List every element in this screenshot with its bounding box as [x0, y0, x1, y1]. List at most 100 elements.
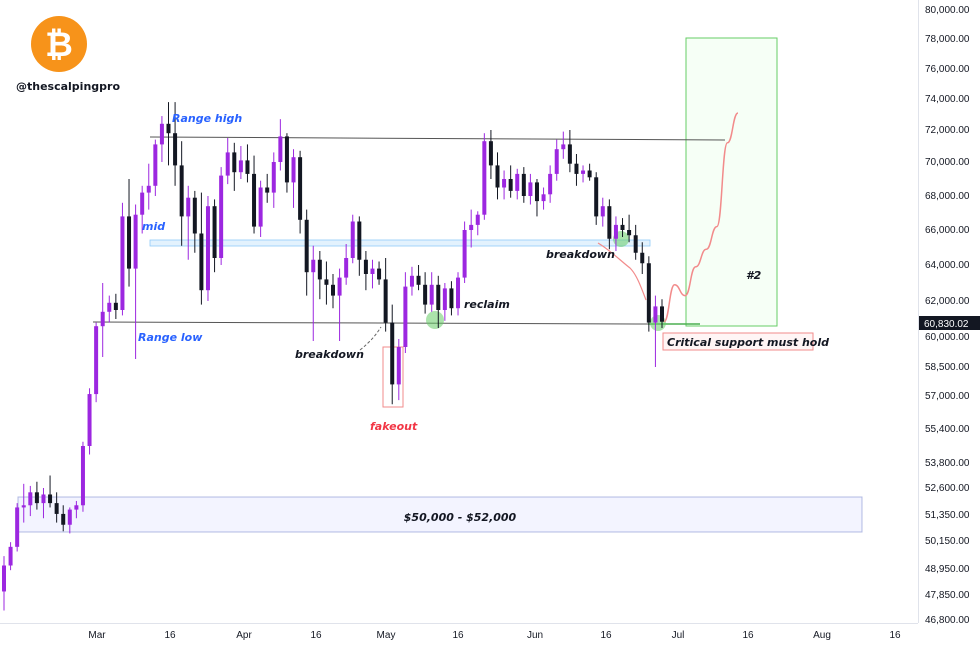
- mid-label: mid: [142, 220, 165, 233]
- critical-box: [662, 332, 814, 351]
- candle-body: [528, 182, 533, 196]
- candle-body: [28, 492, 33, 506]
- candle-body: [238, 160, 243, 173]
- candle-body: [646, 263, 651, 323]
- price-tick-label: 46,800.00: [925, 615, 970, 626]
- candle-body: [113, 302, 118, 310]
- candle-body: [594, 177, 599, 217]
- price-axis-labels: 80,000.00 78,000.00 76,000.00 74,000.00 72,0…: [925, 5, 970, 626]
- price-tick-label: 52,600.00: [925, 483, 970, 494]
- range-low-line: [92, 321, 649, 325]
- candle-body: [396, 347, 401, 385]
- candle-body: [225, 152, 230, 176]
- candle-body: [620, 224, 625, 230]
- candle-body: [205, 206, 210, 291]
- range-high-line: [149, 136, 726, 141]
- price-tick-label: 78,000.00: [925, 34, 970, 45]
- candle-body: [324, 279, 329, 285]
- candle-body: [8, 546, 13, 566]
- reclaim-label: reclaim: [464, 298, 510, 311]
- candle-body: [587, 170, 592, 178]
- bitcoin-logo-icon: ₿: [31, 16, 87, 72]
- current-price-tag: [919, 316, 980, 330]
- candle-body: [252, 173, 257, 227]
- candle-body: [219, 175, 224, 258]
- candle-body: [278, 136, 283, 162]
- price-tick-label: 53,800.00: [925, 458, 970, 469]
- candle-body: [344, 258, 349, 278]
- candle-body: [120, 216, 125, 310]
- candle-body: [94, 326, 99, 395]
- range-high-label: Range high: [172, 112, 242, 125]
- time-tick-label: 16: [452, 630, 464, 641]
- time-tick-label: Jul: [672, 630, 685, 641]
- candle-body: [245, 160, 250, 174]
- price-tick-label: 57,000.00: [925, 391, 970, 402]
- candle-body: [581, 170, 586, 174]
- candle-body: [475, 214, 480, 225]
- candle-body: [409, 275, 414, 287]
- candle-body: [350, 221, 355, 258]
- candle-body: [107, 302, 112, 312]
- candle-body: [34, 492, 39, 504]
- price-tick-label: 70,000.00: [925, 157, 970, 168]
- candle-body: [2, 565, 6, 592]
- time-tick-label: 16: [600, 630, 612, 641]
- candle-body: [436, 284, 441, 310]
- candles-group: [2, 102, 664, 611]
- candle-body: [377, 268, 382, 280]
- price-tick-label: 58,500.00: [925, 362, 970, 373]
- candle-body: [331, 284, 335, 296]
- target-box: [685, 37, 778, 327]
- time-axis-labels: Mar 16 Apr 16 May 16 Jun 16 Jul 16 Aug 16: [88, 630, 901, 641]
- candle-body: [660, 306, 664, 322]
- candle-body: [574, 163, 579, 174]
- price-tick-label: 50,150.00: [925, 536, 970, 547]
- time-tick-label: 16: [742, 630, 754, 641]
- candle-body: [192, 197, 197, 234]
- candle-body: [186, 197, 191, 217]
- candle-body: [15, 507, 20, 547]
- time-tick-label: Aug: [813, 630, 831, 641]
- candle-body: [561, 144, 566, 150]
- candle-body: [449, 288, 454, 309]
- candle-body: [390, 322, 395, 385]
- candle-body: [416, 275, 421, 285]
- handle-text: @thescalpingpro: [16, 80, 120, 93]
- candle-body: [462, 230, 467, 278]
- candle-body: [140, 192, 145, 215]
- time-tick-label: Mar: [88, 630, 106, 641]
- candle-body: [61, 513, 66, 525]
- candle-body: [232, 152, 237, 173]
- candle-body: [607, 206, 612, 239]
- candle-body: [363, 259, 368, 274]
- candle-body: [633, 235, 638, 253]
- svg-text:₿: ₿: [45, 25, 73, 65]
- price-tick-label: 51,350.00: [925, 510, 970, 521]
- time-tick-label: May: [377, 630, 396, 641]
- candle-body: [258, 187, 263, 227]
- candle-body: [456, 277, 461, 309]
- time-tick-label: Apr: [236, 630, 252, 641]
- candle-body: [534, 182, 539, 202]
- current-price-text: 60,830.02: [924, 319, 969, 330]
- fakeout-label: fakeout: [370, 420, 418, 433]
- candle-body: [212, 206, 217, 258]
- candle-body: [442, 288, 447, 310]
- candle-body: [423, 284, 428, 305]
- candle-body: [304, 219, 309, 273]
- candle-body: [199, 233, 204, 291]
- candle-body: [521, 173, 526, 196]
- price-tick-label: 66,000.00: [925, 225, 970, 236]
- candle-body: [291, 157, 296, 183]
- candle-body: [265, 187, 270, 193]
- candle-body: [469, 224, 474, 230]
- price-tick-label: 76,000.00: [925, 64, 970, 75]
- candle-body: [502, 179, 507, 188]
- candle-body: [173, 133, 178, 166]
- breakdown-label-2: breakdown: [546, 248, 615, 261]
- candle-body: [613, 224, 618, 239]
- candle-body: [87, 394, 92, 446]
- candle-body: [627, 230, 632, 236]
